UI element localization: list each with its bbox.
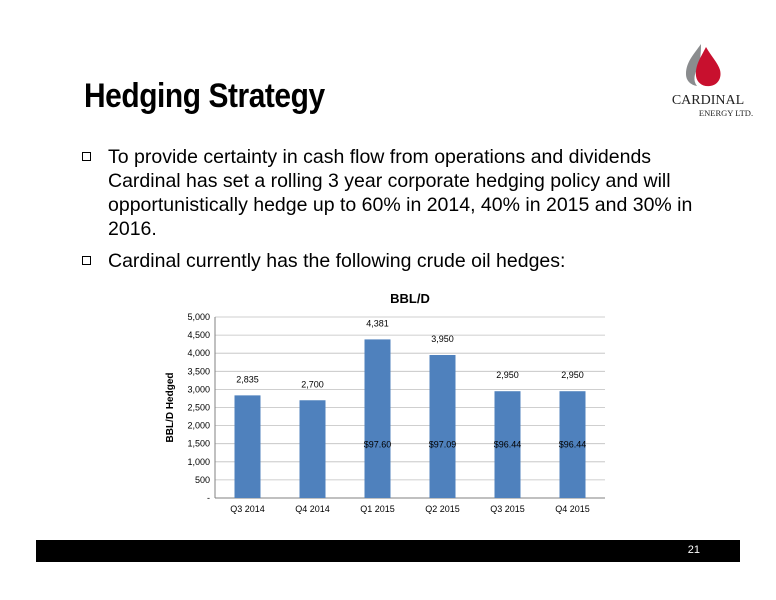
bar-value-label: 2,950: [561, 370, 584, 380]
bar-q4-2015: [559, 391, 586, 498]
bar-value-label: 2,700: [301, 379, 324, 389]
hedge-bar-chart: BBL/D - 500 1,000 1,500 2,000 2,500 3,000 3,500 4…: [165, 291, 605, 514]
logo-wordmark: CARDINAL: [672, 93, 744, 108]
bullet-item: To provide certainty in cash flow from o…: [82, 145, 722, 241]
y-tick-label: 4,500: [187, 330, 210, 340]
bar-value-label: 2,950: [496, 370, 519, 380]
bar-value-label: 3,950: [431, 334, 454, 344]
bullet-list: To provide certainty in cash flow from o…: [82, 145, 722, 281]
bar-value-label: 2,835: [236, 374, 259, 384]
x-tick-label: Q3 2014: [230, 504, 265, 514]
square-bullet-icon: [82, 256, 91, 265]
y-tick-label: 4,000: [187, 348, 210, 358]
x-tick-label: Q1 2015: [360, 504, 395, 514]
slide-title: Hedging Strategy: [84, 77, 325, 115]
y-tick-label: 2,000: [187, 421, 210, 431]
y-tick-label: 3,500: [187, 366, 210, 376]
logo-grey-flame: [686, 44, 701, 86]
bar-price-label: $97.09: [429, 439, 457, 449]
y-tick-label: 1,500: [187, 439, 210, 449]
bar-q3-2015: [494, 391, 521, 498]
y-tick-label: 5,000: [187, 312, 210, 322]
y-tick-label: 3,000: [187, 384, 210, 394]
x-tick-label: Q3 2015: [490, 504, 525, 514]
y-tick-label: 500: [195, 475, 210, 485]
bullet-text: Cardinal currently has the following cru…: [108, 250, 566, 272]
page-number: 21: [687, 544, 700, 556]
bar-q4-2014: [299, 400, 326, 498]
y-tick-label: 2,500: [187, 403, 210, 413]
bar-value-label: 4,381: [366, 318, 389, 328]
flame-logo-icon: CARDINAL ENERGY LTD.: [672, 44, 753, 118]
square-bullet-icon: [82, 152, 91, 161]
logo-subtitle: ENERGY LTD.: [699, 108, 753, 118]
bar-price-label: $96.44: [559, 439, 587, 449]
y-tick-label: -: [207, 493, 210, 503]
bar-price-label: $97.60: [364, 439, 392, 449]
logo-red-flame: [695, 47, 721, 87]
bullet-text: To provide certainty in cash flow from o…: [108, 146, 693, 240]
bar-q3-2014: [234, 395, 261, 498]
y-axis-label: BBL/D Hedged: [165, 373, 176, 443]
x-tick-label: Q4 2015: [555, 504, 590, 514]
x-tick-label: Q4 2014: [295, 504, 330, 514]
bullet-item: Cardinal currently has the following cru…: [82, 249, 722, 273]
bar-q1-2015: [364, 339, 391, 498]
bar-q2-2015: [429, 355, 456, 498]
footer-bar: 21: [36, 540, 740, 562]
bar-price-label: $96.44: [494, 439, 522, 449]
cardinal-energy-logo: CARDINAL ENERGY LTD.: [656, 40, 760, 122]
x-tick-label: Q2 2015: [425, 504, 460, 514]
y-tick-label: 1,000: [187, 457, 210, 467]
chart-title: BBL/D: [390, 291, 430, 306]
